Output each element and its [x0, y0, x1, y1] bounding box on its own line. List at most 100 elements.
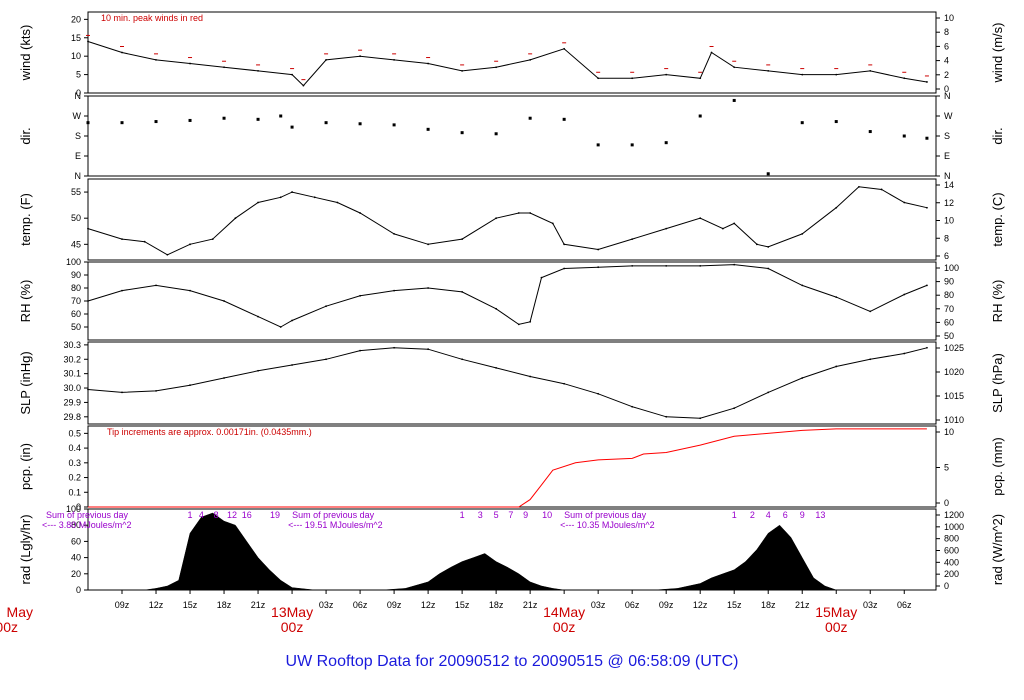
- left-tick-label: 80: [71, 283, 81, 293]
- data-point: [766, 172, 770, 176]
- data-point: [665, 227, 668, 230]
- data-point: [903, 352, 906, 355]
- time-tick-label: 03z: [591, 600, 606, 610]
- data-point: [563, 47, 566, 50]
- data-point: [427, 243, 430, 246]
- hour-mark: 1: [188, 510, 193, 520]
- data-point: [903, 201, 906, 204]
- hour-mark: 9: [523, 510, 528, 520]
- right-tick-label: 10: [944, 427, 954, 437]
- right-tick-label: E: [944, 151, 950, 161]
- hour-mark: 10: [542, 510, 552, 520]
- time-tick-label: 12z: [149, 600, 164, 610]
- time-tick-label: 15z: [183, 600, 198, 610]
- data-point: [155, 284, 157, 287]
- panel-frame: [87, 11, 937, 94]
- left-tick-label: N: [75, 91, 82, 101]
- data-point: [426, 127, 430, 131]
- left-tick-label: 20: [71, 14, 81, 24]
- series-line-slp: [87, 347, 928, 419]
- data-point: [835, 296, 838, 298]
- right-tick-label: 8: [944, 233, 949, 243]
- data-point: [699, 265, 702, 267]
- time-tick-label: 15z: [455, 600, 470, 610]
- y-axis-label-right: pcp. (mm): [990, 437, 1005, 496]
- data-point: [880, 188, 883, 191]
- data-point: [699, 217, 702, 220]
- data-point: [903, 77, 906, 80]
- series-area-rad: [88, 512, 927, 591]
- data-point: [325, 358, 327, 361]
- figure-title: UW Rooftop Data for 20090512 to 20090515…: [286, 653, 739, 670]
- data-point: [313, 196, 316, 199]
- y-axis-label-right: SLP (hPa): [990, 353, 1005, 413]
- left-tick-label: E: [75, 151, 81, 161]
- data-point: [359, 349, 361, 352]
- right-tick-label: 1020: [944, 367, 964, 377]
- data-point: [189, 289, 191, 292]
- data-point: [834, 120, 838, 124]
- data-point: [699, 77, 702, 80]
- hour-mark: 12: [227, 510, 237, 520]
- time-axis: 09z 12z 15z 18z 21z 03z 06z 09z 12z 15z 18z 21z 03z 0…: [0, 590, 912, 635]
- time-tick-label: 18z: [761, 600, 776, 610]
- y-axis-label-right: RH (%): [990, 280, 1005, 323]
- data-point: [460, 131, 464, 135]
- day-label: 13May: [271, 604, 313, 620]
- time-tick-label: 09z: [387, 600, 402, 610]
- left-tick-label: 100: [66, 504, 81, 514]
- data-point: [223, 300, 225, 302]
- daily-sum-note-title: Sum of previous day: [564, 510, 647, 520]
- right-tick-label: 50: [944, 331, 954, 341]
- data-point: [461, 291, 464, 293]
- left-tick-label: 5: [76, 70, 81, 80]
- data-point: [325, 305, 327, 308]
- data-point: [166, 253, 169, 256]
- hour-mark: 8: [214, 510, 219, 520]
- data-point: [858, 185, 860, 188]
- left-tick-label: 0: [76, 585, 81, 595]
- panel-pcp: 0 0.1 0.2 0.3 0.4 0.5 0 5 10 pcp. (in) pcp. (mm) Ti…: [18, 425, 1005, 512]
- data-point: [494, 132, 498, 136]
- data-point: [868, 130, 872, 134]
- data-point: [665, 415, 668, 418]
- y-axis-label-left: SLP (inHg): [18, 351, 33, 414]
- data-point: [325, 58, 327, 61]
- hour-mark: 9: [800, 510, 805, 520]
- panel-frame: [87, 178, 937, 261]
- time-tick-label: 06z: [353, 600, 368, 610]
- data-point: [211, 238, 214, 240]
- data-point: [767, 70, 770, 72]
- data-point: [121, 238, 123, 240]
- right-tick-label: 8: [944, 27, 949, 37]
- right-tick-label: 1025: [944, 343, 964, 353]
- left-tick-label: 100: [66, 257, 81, 267]
- right-tick-label: 200: [944, 569, 959, 579]
- panel-frame: [87, 261, 937, 341]
- day-label: May: [7, 604, 33, 620]
- data-point: [597, 392, 600, 395]
- data-point: [279, 114, 283, 118]
- time-tick-label: 09z: [659, 600, 674, 610]
- panel-slp: 29.8 29.9 30.0 30.1 30.2 30.3 1010 1015 1020 1025…: [18, 340, 1005, 425]
- data-point: [120, 121, 124, 125]
- data-point: [495, 307, 498, 310]
- time-tick-label: 18z: [489, 600, 504, 610]
- data-point: [902, 134, 906, 138]
- data-point: [495, 66, 498, 69]
- data-point: [767, 246, 770, 248]
- data-point: [393, 232, 395, 235]
- time-tick-label: 03z: [863, 600, 878, 610]
- time-tick-label: 15z: [727, 600, 742, 610]
- left-tick-label: 15: [71, 33, 81, 43]
- data-point: [926, 346, 928, 349]
- hour-mark: 1: [732, 510, 737, 520]
- daily-sum-note-title: Sum of previous day: [292, 510, 375, 520]
- hour-mark: 5: [494, 510, 499, 520]
- data-point: [733, 263, 736, 266]
- data-point: [926, 284, 928, 287]
- data-point: [529, 320, 532, 323]
